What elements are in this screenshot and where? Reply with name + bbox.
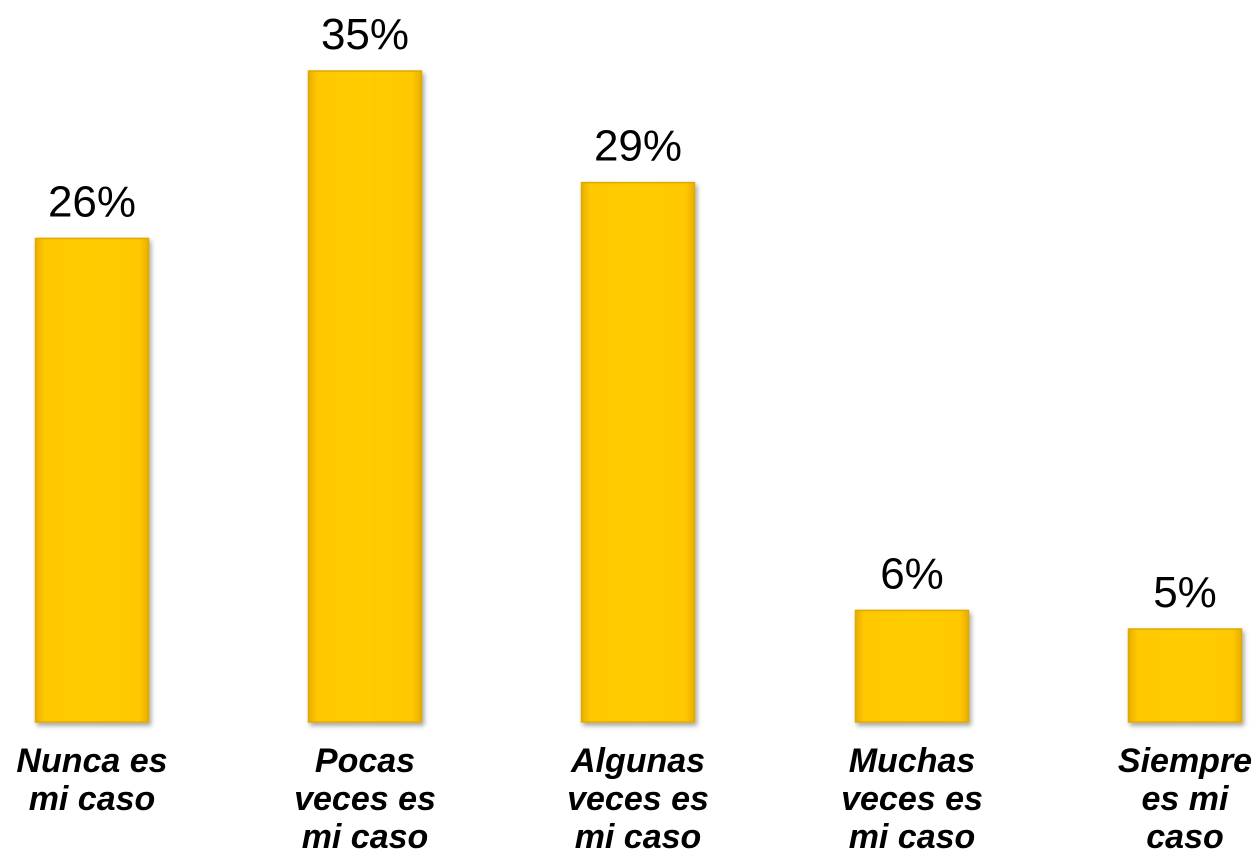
category-label-line: veces es (841, 780, 983, 818)
category-label-line: mi caso (302, 818, 429, 856)
category-label-line: veces es (567, 780, 709, 818)
category-label-line: Nunca es (16, 742, 167, 780)
data-label-2: 29% (594, 122, 682, 171)
bar-2 (580, 181, 696, 723)
data-label-1: 35% (321, 10, 409, 59)
category-label-line: mi caso (575, 818, 702, 856)
category-label-1: Pocas veces es mi caso (294, 742, 436, 856)
category-label-3: Muchas veces es mi caso (841, 742, 983, 856)
category-label-line: mi caso (29, 780, 156, 818)
bar-3 (854, 609, 970, 723)
bar-0 (34, 237, 150, 723)
category-label-line: Pocas (315, 742, 415, 780)
bar-4 (1127, 628, 1243, 723)
category-label-line: mi caso (849, 818, 976, 856)
category-label-line: Muchas (849, 742, 976, 780)
category-label-0: Nunca es mi caso (16, 742, 167, 818)
data-label-0: 26% (48, 177, 136, 226)
data-label-4: 5% (1153, 568, 1217, 617)
value-labels-group: 26% 35% 29% 6% 5% (48, 10, 1217, 617)
category-label-2: Algunas veces es mi caso (567, 742, 709, 856)
category-label-line: veces es (294, 780, 436, 818)
data-label-3: 6% (880, 549, 944, 598)
category-label-line: Algunas (570, 742, 705, 780)
category-label-line: es mi (1142, 780, 1230, 818)
bars-group (34, 70, 1243, 723)
category-label-4: Siempre es mi caso (1118, 742, 1252, 856)
bar-1 (307, 70, 423, 723)
category-label-line: caso (1146, 818, 1224, 856)
category-label-line: Siempre (1118, 742, 1252, 780)
